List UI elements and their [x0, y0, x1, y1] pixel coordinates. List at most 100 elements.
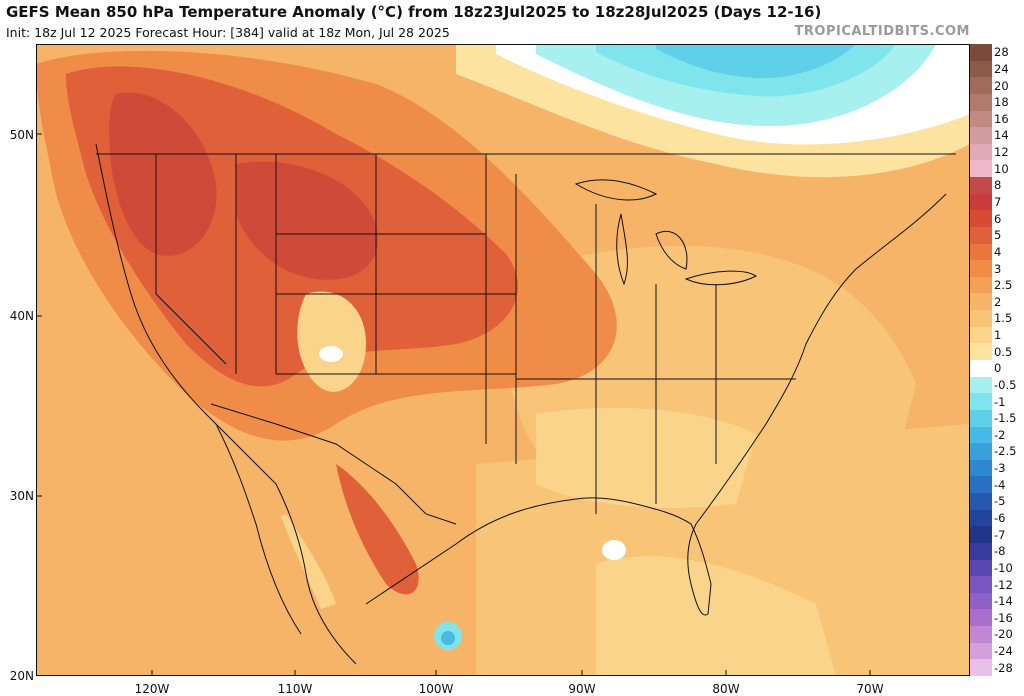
colorbar-label: 28	[994, 45, 1009, 60]
colorbar-label: 3	[994, 261, 1002, 276]
lake-michigan	[616, 213, 628, 286]
map-canvas	[36, 44, 970, 676]
colorbar-swatch	[970, 626, 992, 644]
colorbar-swatch	[970, 393, 992, 411]
colorbar-swatch	[970, 509, 992, 527]
lon-label-80w: 80W	[712, 682, 740, 696]
colorbar-label: 20	[994, 78, 1009, 93]
colorbar-label: 16	[994, 111, 1009, 126]
baja-coast	[215, 423, 302, 635]
colorbar-label: 7	[994, 195, 1002, 209]
mexico-warm-streak	[336, 464, 419, 595]
colorbar-label: -6	[994, 511, 1006, 525]
colorbar-swatch	[970, 243, 992, 261]
colorbar-label: -4	[994, 477, 1006, 492]
colorbar-label: 2	[994, 294, 1002, 309]
colorbar-swatch	[970, 526, 992, 544]
colorbar-label: -24	[994, 644, 1013, 659]
colorbar-label: -2	[994, 427, 1006, 442]
colorbar-swatch	[970, 60, 992, 78]
colorbar-swatch	[970, 160, 992, 178]
colorbar-swatch	[970, 226, 992, 245]
colorbar-swatch	[970, 592, 992, 610]
colorbar-label: -1.5	[994, 411, 1017, 426]
colorbar-label: 14	[994, 128, 1009, 143]
colorbar-label: 0	[994, 361, 1002, 376]
colorbar-label: 12	[994, 145, 1009, 160]
colorbar-swatch	[970, 44, 992, 62]
colorbar-label: 6	[994, 211, 1002, 226]
colorbar-label: 8	[994, 178, 1002, 193]
chart-title: GEFS Mean 850 hPa Temperature Anomaly (°…	[6, 3, 822, 21]
northwest-hot-core	[109, 92, 217, 256]
colorbar-swatch	[970, 93, 992, 112]
colorbar-swatch	[970, 576, 992, 594]
rockies-hot-core	[236, 161, 378, 280]
colorbar-label: 24	[994, 61, 1009, 76]
gulf-of-california	[281, 514, 336, 609]
colorbar-swatch	[970, 260, 992, 278]
anomaly-map	[36, 44, 970, 676]
brand-watermark: TROPICALTIDBITS.COM	[794, 24, 970, 39]
colorbar-label: 18	[994, 95, 1009, 110]
colorbar-label: -8	[994, 544, 1006, 559]
lon-label-90w: 90W	[568, 682, 596, 696]
lake-superior	[574, 179, 658, 201]
colorbar-swatch	[970, 476, 992, 494]
southeast-field	[536, 408, 756, 508]
colorbar-swatch	[970, 143, 992, 161]
lat-label-50n: 50N	[9, 128, 34, 142]
colorbar-swatch	[970, 293, 992, 311]
colorbar-swatch	[970, 177, 992, 195]
colorbar-label: -5	[994, 494, 1006, 509]
colorbar-swatch	[970, 110, 992, 128]
colorbar-swatch	[970, 409, 992, 428]
colorbar-swatch	[970, 642, 992, 660]
colorbar-swatch	[970, 459, 992, 477]
colorbar-swatch	[970, 659, 992, 677]
plateau-neutral-spot	[319, 346, 343, 362]
lake-huron	[655, 231, 688, 270]
colorbar-label: 2.5	[994, 278, 1013, 293]
colorbar-swatch	[970, 360, 992, 378]
colorbar-label: -7	[994, 527, 1006, 542]
atlantic-coast	[695, 193, 947, 525]
colorbar-label: -20	[994, 627, 1013, 642]
colorbar-swatch	[970, 127, 992, 145]
southern-mexico-cool-core	[441, 631, 455, 645]
coastlines	[95, 143, 947, 665]
lat-label-20n: 20N	[9, 669, 34, 683]
colorbar	[970, 44, 992, 677]
lake-erie	[684, 270, 757, 286]
lat-label-30n: 30N	[9, 489, 34, 503]
colorbar-label: 10	[994, 161, 1009, 176]
colorbar-swatch	[970, 193, 992, 211]
lon-label-70w: 70W	[856, 682, 884, 696]
colorbar-swatch	[970, 542, 992, 561]
pacific-coast	[95, 143, 357, 665]
lat-label-40n: 40N	[9, 309, 34, 323]
colorbar-label: 0.5	[994, 344, 1013, 359]
colorbar-swatch	[970, 493, 992, 511]
colorbar-label: -1	[994, 394, 1006, 409]
chart-subtitle: Init: 18z Jul 12 2025 Forecast Hour: [38…	[6, 25, 450, 40]
colorbar-swatch	[970, 326, 992, 344]
gulf-coast	[365, 497, 712, 616]
west-border-1	[155, 154, 227, 365]
colorbar-swatch	[970, 310, 992, 328]
colorbar-label: -3	[994, 461, 1006, 476]
colorbar-swatch	[970, 443, 992, 461]
caribbean-field	[596, 556, 836, 676]
colorbar-label: -14	[994, 594, 1013, 609]
map-frame	[36, 44, 970, 676]
gulf-white-spot	[602, 540, 626, 560]
colorbar-label: 5	[994, 228, 1002, 243]
colorbar-swatch	[970, 210, 992, 228]
colorbar-label: -28	[994, 660, 1013, 675]
colorbar-label: 1.5	[994, 311, 1013, 326]
lon-label-120w: 120W	[134, 682, 170, 696]
colorbar-label: -12	[994, 577, 1013, 592]
colorbar-swatch	[970, 559, 992, 577]
colorbar-label: -10	[994, 560, 1013, 575]
colorbar-swatch	[970, 376, 992, 394]
